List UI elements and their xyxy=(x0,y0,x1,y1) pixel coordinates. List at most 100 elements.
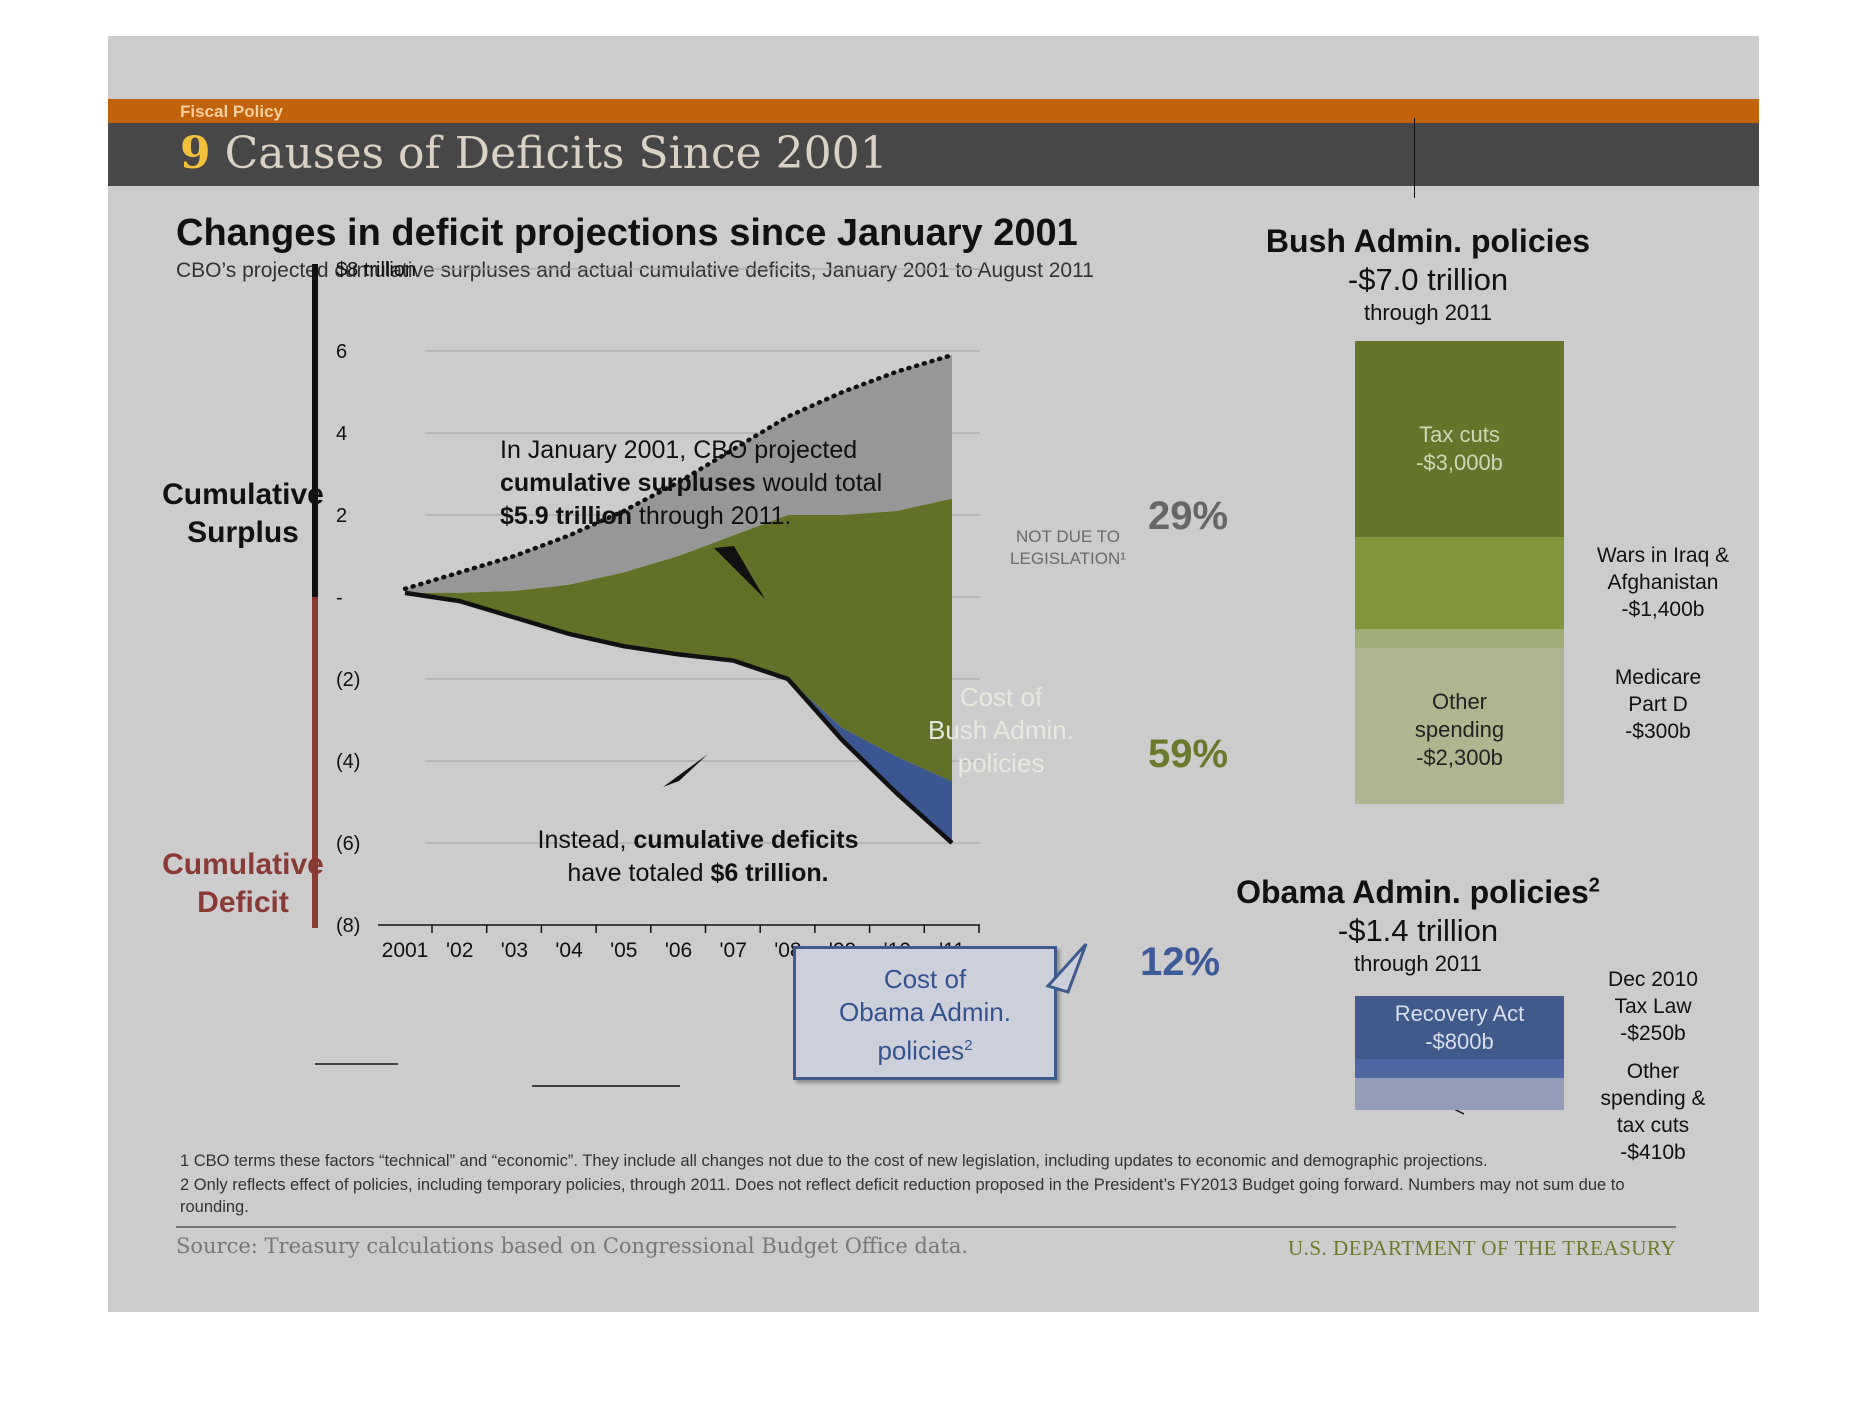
obama-cost-line3: policies xyxy=(877,1035,965,1066)
other-obama-line3: tax cuts xyxy=(1616,1114,1690,1137)
deficit-annot-text1: Instead, xyxy=(537,826,634,854)
chart-lines xyxy=(402,352,955,845)
actual-deficit-line xyxy=(404,590,954,845)
wars-callout: Wars in Iraq & Afghanistan -$1,400b xyxy=(1578,542,1748,623)
infographic-slide: Fiscal Policy 9 Causes of Deficits Since… xyxy=(108,36,1759,1312)
surplus-label-line2: Surplus xyxy=(187,516,299,549)
chart-areas xyxy=(405,355,952,843)
y-tick-labels: $8 trillion 6 4 2 - (2) (4) (6) (8) xyxy=(336,259,416,937)
y-tick-label: 4 xyxy=(336,423,347,445)
obama-seg-other xyxy=(1355,1078,1564,1110)
obama-bar-title: Obama Admin. policies2 xyxy=(1208,874,1628,911)
tax-law-line1: Dec 2010 xyxy=(1608,968,1698,991)
title-number: 9 xyxy=(180,128,211,179)
tax-law-callout: Dec 2010 Tax Law -$250b xyxy=(1578,966,1728,1047)
projected-surplus-line xyxy=(402,352,955,592)
obama-seg-tax-law xyxy=(1355,1059,1564,1078)
agency-name: U.S. DEPARTMENT OF THE TREASURY xyxy=(1287,1236,1676,1260)
bush-seg-other-label: Other spending -$2,300b xyxy=(1355,688,1564,772)
surplus-annot-bold2: $5.9 trillion xyxy=(500,502,632,530)
obama-bar-header: Obama Admin. policies2 -$1.4 trillion th… xyxy=(1208,874,1628,977)
bush-bar-header: Bush Admin. policies -$7.0 trillion thro… xyxy=(1228,223,1628,326)
not-due-to-legislation-area xyxy=(405,355,952,593)
bush-bar-total: -$7.0 trillion xyxy=(1347,262,1509,297)
deficit-annot-text2: have totaled xyxy=(567,859,711,887)
surplus-annotation: In January 2001, CBO projected cumulativ… xyxy=(500,434,930,533)
deficit-chart: $8 trillion 6 4 2 - (2) (4) (6) (8) 2001 '02 '03 '0… xyxy=(312,259,1479,1115)
recovery-value: -$800b xyxy=(1425,1029,1494,1054)
tax-cuts-value: -$3,000b xyxy=(1416,450,1503,475)
surplus-annot-text1: In January 2001, CBO projected xyxy=(500,436,858,464)
obama-seg-recovery-label: Recovery Act -$800b xyxy=(1355,1000,1564,1056)
bush-cost-line1: Cost of xyxy=(959,682,1043,712)
obama-cost-sup: 2 xyxy=(964,1037,973,1054)
obama-bar-total: -$1.4 trillion xyxy=(1337,913,1499,948)
not-due-line1: NOT DUE TO xyxy=(1016,527,1120,546)
x-tick-label: 2001 xyxy=(382,939,429,962)
header-title-bar xyxy=(108,123,1759,186)
footnote-1: 1 CBO terms these factors “technical” an… xyxy=(180,1152,1488,1170)
chart-axes xyxy=(312,264,980,933)
chart-subtitle: CBO’s projected cumulative surpluses and… xyxy=(176,259,1094,282)
other-obama-line2: spending & xyxy=(1600,1087,1706,1110)
medicare-line2: Part D xyxy=(1628,693,1688,716)
bush-seg-tax-cuts-label: Tax cuts -$3,000b xyxy=(1355,421,1564,477)
other-line2: spending xyxy=(1414,717,1505,742)
bush-policies-area xyxy=(405,498,952,782)
y-tick-label: (6) xyxy=(336,833,360,855)
surplus-annot-text3: through 2011. xyxy=(631,502,792,530)
bush-bar-title: Bush Admin. policies xyxy=(1265,223,1591,259)
obama-cost-line2: Obama Admin. xyxy=(839,997,1011,1027)
not-due-to-legislation-label: NOT DUE TO LEGISLATION¹ xyxy=(978,526,1158,570)
obama-bar-title-sup: 2 xyxy=(1588,874,1600,897)
y-tick-label: - xyxy=(336,587,343,609)
obama-bar-title-text: Obama Admin. policies xyxy=(1236,874,1589,910)
surplus-label-line1: Cumulative xyxy=(162,478,324,511)
pct-not-due: 29% xyxy=(1148,494,1229,538)
deficit-annot-bold2: $6 trillion. xyxy=(710,859,829,887)
bush-seg-medicare xyxy=(1355,629,1564,648)
x-tick-label: '07 xyxy=(720,939,747,962)
page-title: 9 Causes of Deficits Since 2001 xyxy=(180,128,888,179)
surplus-annot-text2: would total xyxy=(755,469,883,497)
tax-law-value: -$250b xyxy=(1620,1022,1686,1045)
deficit-annotation: Instead, cumulative deficits have totale… xyxy=(488,824,908,890)
chart-title: Changes in deficit projections since Jan… xyxy=(176,212,1078,254)
source-note: Source: Treasury calculations based on C… xyxy=(176,1234,969,1258)
y-tick-label: $8 trillion xyxy=(336,259,416,281)
not-due-line2: LEGISLATION¹ xyxy=(1010,549,1126,568)
title-text: Causes of Deficits Since 2001 xyxy=(224,128,888,179)
bush-bar-period: through 2011 xyxy=(1363,300,1493,325)
other-line1: Other xyxy=(1431,689,1488,714)
other-obama-callout: Other spending & tax cuts -$410b xyxy=(1578,1058,1728,1166)
x-tick-label: '06 xyxy=(665,939,692,962)
bush-cost-line3: policies xyxy=(957,748,1045,778)
y-tick-label: (2) xyxy=(336,669,360,691)
footer-divider xyxy=(176,1226,1676,1228)
tax-law-line2: Tax Law xyxy=(1614,995,1692,1018)
bush-seg-wars xyxy=(1355,537,1564,629)
y-tick-label: 6 xyxy=(336,341,347,363)
pct-obama: 12% xyxy=(1140,940,1221,984)
cumulative-surplus-label: Cumulative Surplus xyxy=(148,476,338,552)
x-tick-label: '02 xyxy=(446,939,473,962)
surplus-pointer xyxy=(714,546,765,599)
deficit-label-line2: Deficit xyxy=(197,886,289,919)
medicare-value: -$300b xyxy=(1625,720,1691,743)
recovery-name: Recovery Act xyxy=(1394,1001,1525,1026)
x-tick-label: '04 xyxy=(555,939,583,962)
bush-seg-tax-cuts: Tax cuts -$3,000b xyxy=(1355,341,1564,537)
obama-seg-recovery-act: Recovery Act -$800b xyxy=(1355,996,1564,1059)
bush-seg-other: Other spending -$2,300b xyxy=(1355,648,1564,804)
wars-value: -$1,400b xyxy=(1621,598,1705,621)
obama-bar-period: through 2011 xyxy=(1353,951,1483,976)
other-obama-value: -$410b xyxy=(1620,1141,1686,1164)
y-tick-label: (4) xyxy=(336,751,360,773)
section-label: Fiscal Policy xyxy=(180,102,283,121)
medicare-callout: Medicare Part D -$300b xyxy=(1583,664,1733,745)
wars-line1: Wars in Iraq & xyxy=(1596,544,1730,567)
bush-cost-line2: Bush Admin. xyxy=(928,715,1074,745)
other-obama-line1: Other xyxy=(1626,1060,1680,1083)
y-tick-label: (8) xyxy=(336,915,360,937)
obama-cost-label: Cost of Obama Admin. policies2 xyxy=(796,963,1054,1068)
